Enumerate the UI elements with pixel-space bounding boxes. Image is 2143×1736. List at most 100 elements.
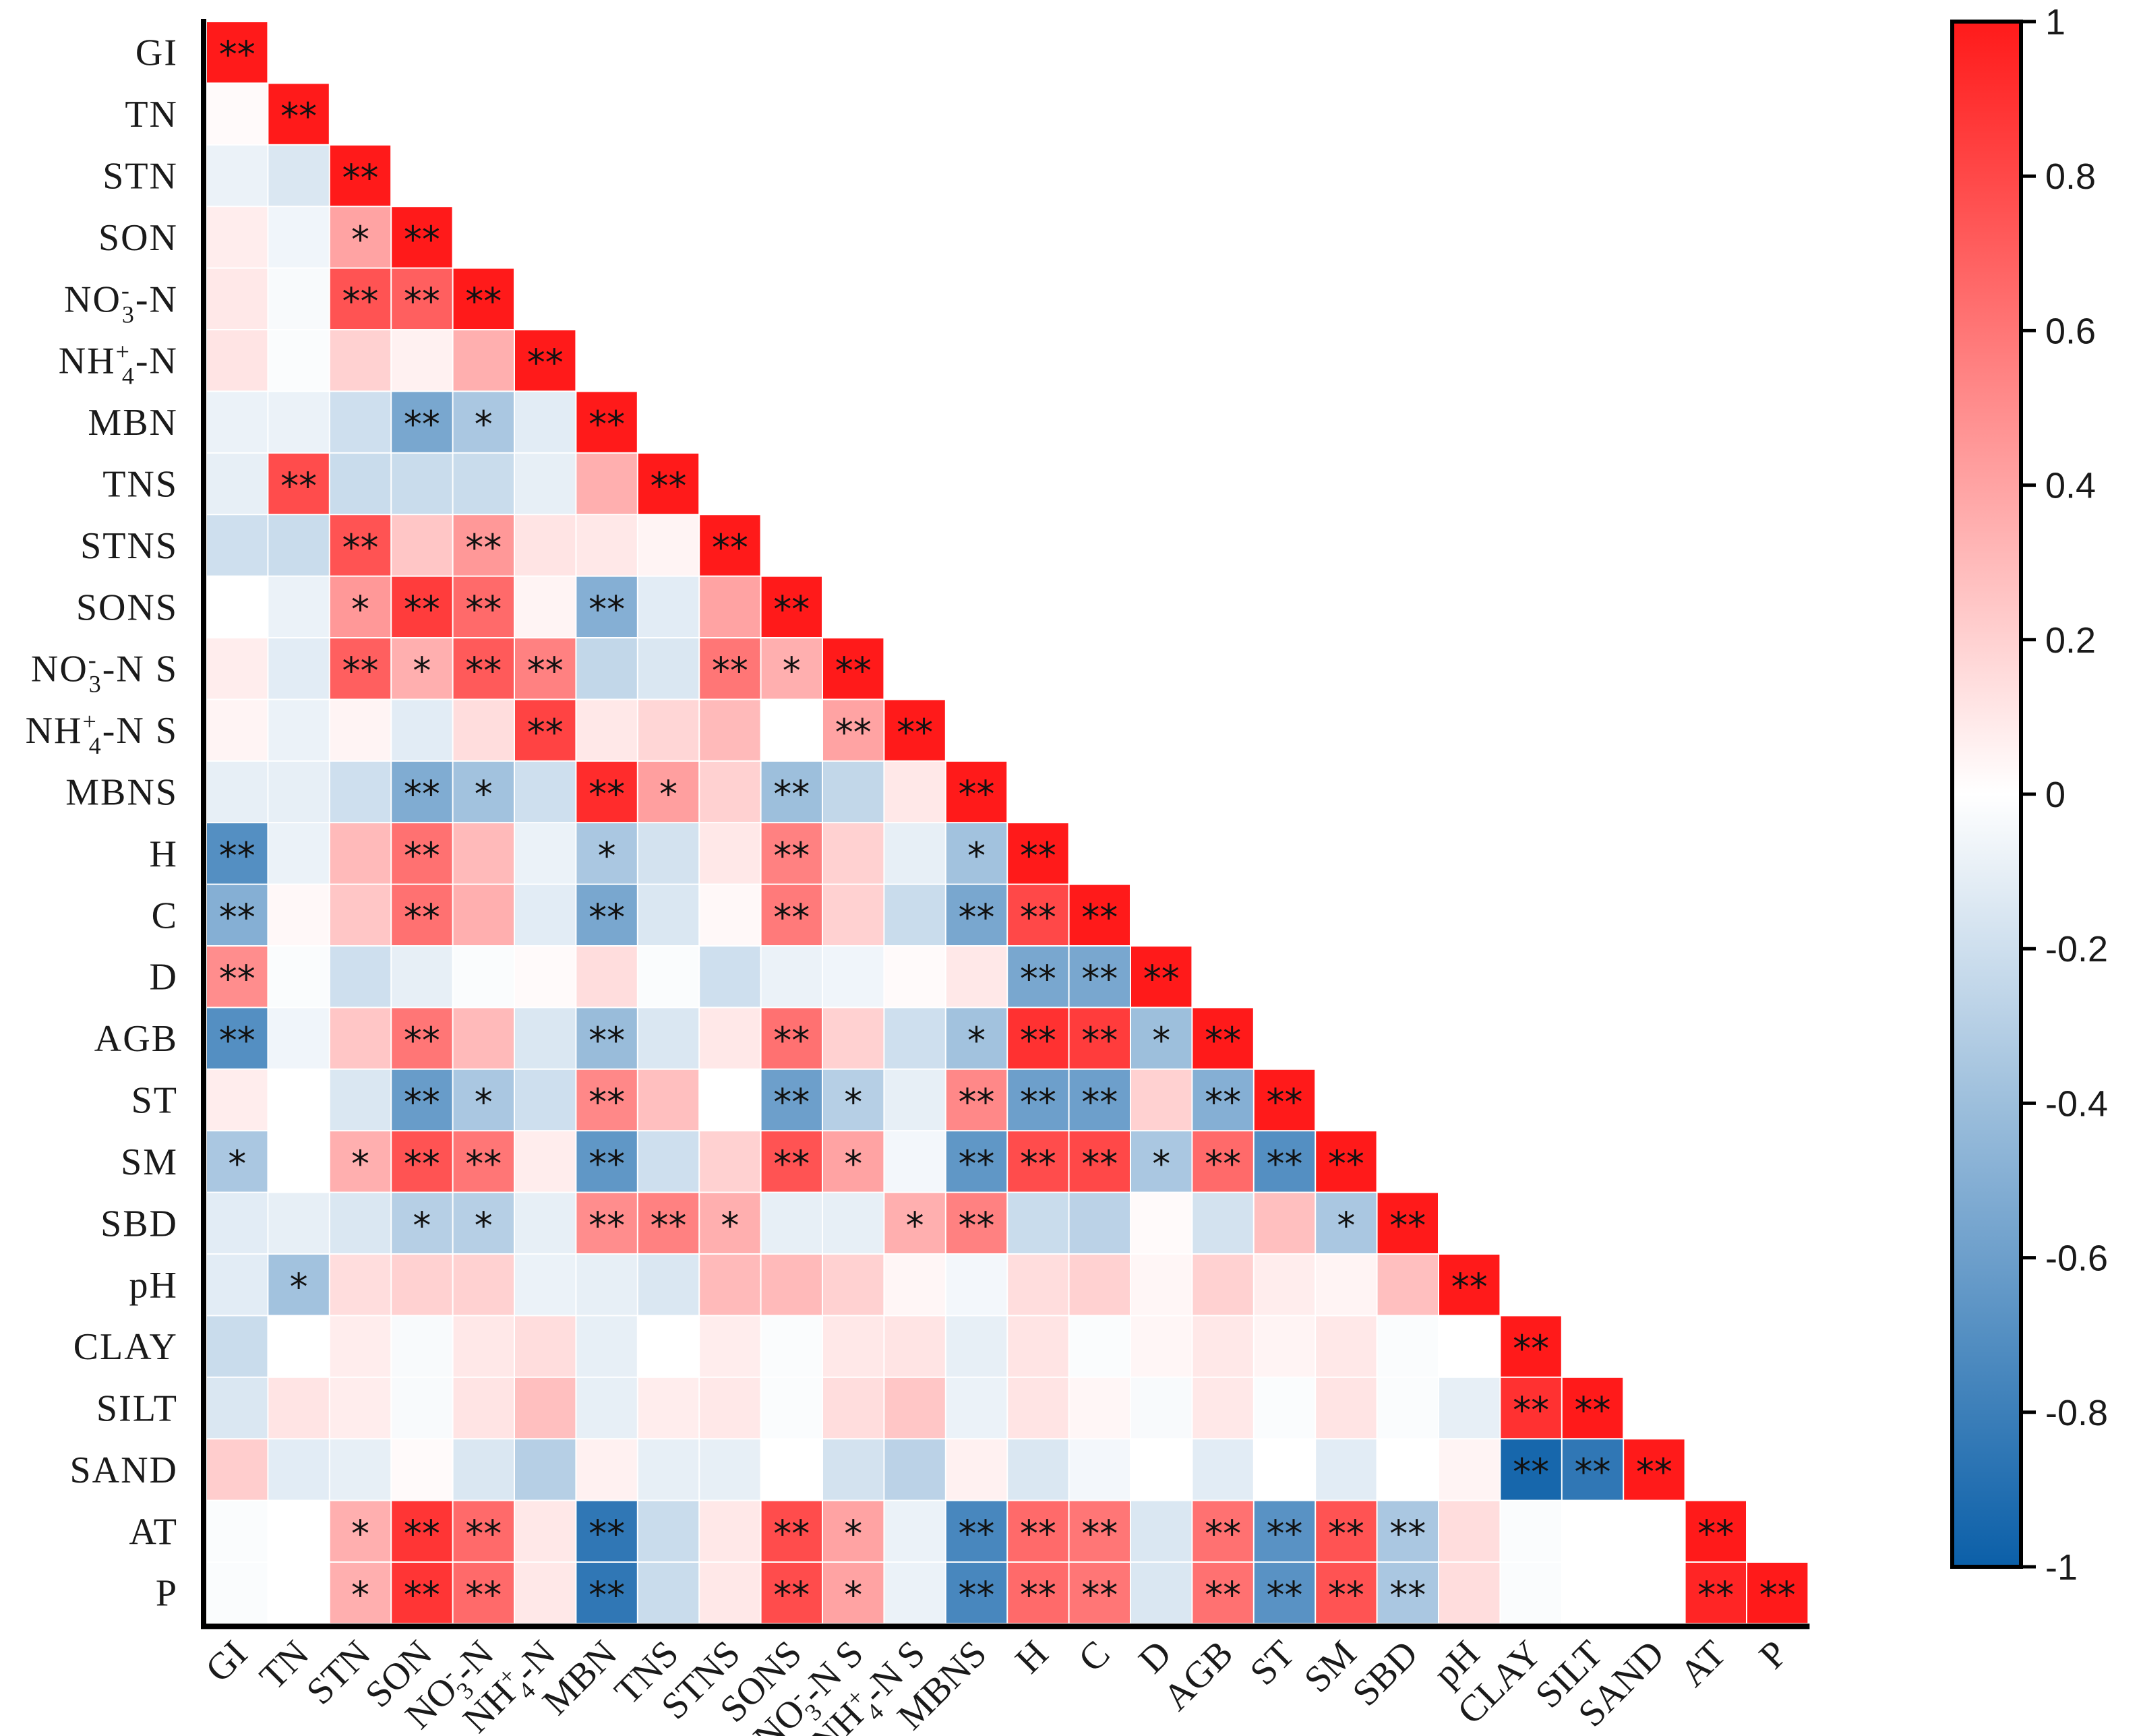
heatmap-cell: [1008, 1439, 1068, 1500]
heatmap-cell: [268, 392, 329, 452]
heatmap-cell: [1008, 885, 1068, 945]
heatmap-cell: [946, 1439, 1007, 1500]
row-label: ST: [131, 1080, 178, 1122]
significance-mark: **: [465, 588, 502, 630]
heatmap-cell: [946, 1255, 1007, 1315]
heatmap-cell: [1008, 1255, 1068, 1315]
heatmap-cell: [576, 1069, 637, 1131]
heatmap-cell: [761, 823, 822, 884]
heatmap-cell: [268, 1008, 329, 1069]
significance-mark: **: [1575, 1451, 1611, 1493]
row-label: NH+ 4-N: [59, 338, 178, 390]
colorbar-tick-label: -1: [2045, 1547, 2078, 1588]
heatmap-cell: [515, 947, 576, 1007]
row-label: TNS: [102, 464, 178, 506]
column-label: C: [1070, 1633, 1118, 1680]
significance-mark: **: [1020, 958, 1056, 1000]
heatmap-cell: [700, 1316, 760, 1377]
heatmap-cell: [515, 1131, 576, 1192]
heatmap-cell: [1316, 1501, 1377, 1561]
heatmap-cell: [1008, 1377, 1068, 1439]
significance-mark: **: [404, 896, 440, 938]
heatmap-cell: [515, 1316, 576, 1377]
heatmap-cell: [268, 1501, 329, 1561]
significance-mark: **: [219, 958, 255, 1000]
significance-mark: **: [773, 773, 810, 816]
heatmap-cell: [392, 268, 452, 329]
heatmap-cell: [761, 1501, 822, 1561]
heatmap-cell: [946, 947, 1007, 1007]
significance-mark: **: [1513, 1451, 1549, 1493]
row-label: pH: [129, 1265, 178, 1307]
heatmap-cell: [1193, 1501, 1253, 1561]
row-label: SM: [121, 1141, 178, 1183]
significance-mark: *: [659, 773, 677, 816]
significance-mark: *: [475, 773, 493, 816]
significance-mark: **: [959, 1574, 995, 1617]
significance-mark: **: [1636, 1451, 1672, 1493]
heatmap-cell: [700, 1131, 760, 1192]
significance-mark: **: [1205, 1574, 1241, 1617]
heatmap-cell: [823, 761, 884, 822]
significance-mark: **: [1759, 1574, 1796, 1617]
colorbar-tick-label: 0.2: [2045, 620, 2096, 661]
significance-mark: **: [959, 1143, 995, 1185]
significance-mark: *: [228, 1143, 246, 1185]
row-label: GI: [135, 32, 178, 74]
heatmap-cell: [515, 885, 576, 945]
heatmap-cell: [638, 947, 699, 1007]
row-label: C: [152, 895, 178, 936]
heatmap-cell: [1501, 1316, 1561, 1377]
significance-mark: **: [773, 835, 810, 877]
heatmap-cell: [638, 453, 699, 514]
heatmap-cell: [576, 823, 637, 884]
heatmap-cell: [638, 515, 699, 576]
colorbar-tick-label: 0.6: [2045, 311, 2096, 351]
significance-mark: **: [588, 1019, 625, 1062]
significance-mark: *: [783, 650, 801, 692]
heatmap-cell: [1008, 1501, 1068, 1561]
significance-mark: **: [1081, 958, 1118, 1000]
row-label: SON: [98, 217, 178, 259]
significance-mark: **: [280, 465, 317, 508]
significance-mark: *: [413, 650, 431, 692]
significance-mark: **: [588, 588, 625, 630]
heatmap-cell: [576, 392, 637, 452]
significance-mark: **: [588, 1204, 625, 1247]
heatmap-cell: [823, 823, 884, 884]
heatmap-cell: [884, 1377, 945, 1439]
heatmap-cell: [1008, 1563, 1068, 1623]
heatmap-cell: [638, 700, 699, 760]
heatmap-cell: [638, 1563, 699, 1623]
significance-mark: *: [844, 1512, 862, 1555]
significance-mark: **: [404, 403, 440, 446]
significance-mark: **: [1020, 896, 1056, 938]
heatmap-cell: [638, 1439, 699, 1500]
significance-mark: *: [351, 218, 369, 261]
colorbar-tick-label: -0.6: [2045, 1238, 2108, 1279]
heatmap-cell: [1008, 1069, 1068, 1131]
significance-mark: *: [475, 1081, 493, 1124]
heatmap-cell: [638, 638, 699, 699]
heatmap-cell: [700, 700, 760, 760]
heatmap-cells: [207, 22, 1808, 1623]
heatmap-cell: [576, 1501, 637, 1561]
heatmap-cell: [1501, 1501, 1561, 1561]
significance-mark: **: [588, 1081, 625, 1124]
heatmap-cell: [392, 638, 452, 699]
significance-mark: **: [1328, 1512, 1364, 1555]
significance-mark: *: [844, 1081, 862, 1124]
heatmap-cell: [268, 700, 329, 760]
heatmap-cell: [515, 823, 576, 884]
heatmap-cell: [268, 1316, 329, 1377]
heatmap-cell: [515, 576, 576, 637]
heatmap-cell: [1193, 1563, 1253, 1623]
significance-mark: *: [1337, 1204, 1355, 1247]
significance-mark: **: [219, 896, 255, 938]
significance-mark: *: [351, 1512, 369, 1555]
heatmap-cell: [1193, 1069, 1253, 1131]
heatmap-cell: [515, 1069, 576, 1131]
significance-mark: **: [342, 280, 379, 322]
significance-mark: *: [844, 1574, 862, 1617]
heatmap-cell: [268, 207, 329, 268]
